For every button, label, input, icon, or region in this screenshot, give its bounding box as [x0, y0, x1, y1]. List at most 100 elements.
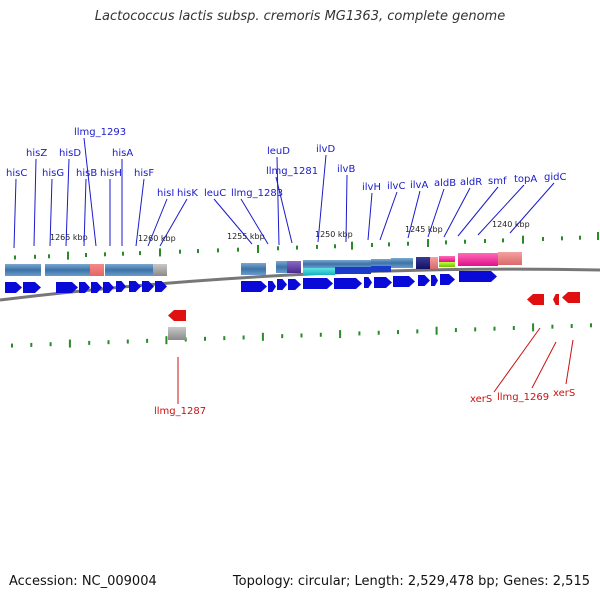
reverse-gene-arrow: [562, 292, 580, 303]
forward-gene-arrow: [334, 278, 362, 289]
feature-band: [90, 264, 104, 276]
label-leader: [531, 341, 557, 389]
feature-band: [439, 256, 455, 262]
forward-gene-arrow: [79, 282, 90, 293]
forward-genes: [5, 271, 497, 293]
label-leader: [240, 198, 269, 245]
label-leader: [493, 327, 541, 393]
label-leader: [317, 154, 327, 243]
forward-gene-arrow: [418, 275, 430, 286]
reverse-gene-arrow: [553, 294, 559, 305]
label-leader: [275, 176, 293, 244]
forward-gene-label: aldB: [434, 178, 456, 189]
feature-band: [80, 264, 90, 276]
feature-band: [416, 257, 430, 269]
forward-gene-label: hisI: [157, 188, 174, 199]
forward-gene-arrow: [303, 278, 333, 289]
feature-band: [153, 264, 167, 276]
forward-gene-label: hisD: [59, 148, 81, 159]
label-leader: [276, 156, 280, 246]
feature-band: [371, 259, 391, 267]
forward-gene-label: smf: [488, 176, 507, 187]
forward-gene-arrow: [374, 277, 392, 288]
forward-gene-label: leuD: [267, 146, 290, 157]
forward-gene-label: ilvC: [387, 181, 405, 192]
scale-label: 1265 kbp: [50, 233, 88, 242]
forward-gene-arrow: [364, 277, 372, 288]
reverse-genes: [168, 292, 580, 321]
label-leader: [407, 190, 421, 239]
reverse-gene-label: llmg_1269: [497, 392, 549, 403]
label-leader: [345, 174, 348, 243]
forward-gene-arrow: [393, 276, 415, 287]
label-leader: [443, 187, 471, 238]
forward-gene-label: hisB: [76, 168, 97, 179]
feature-bands: [5, 252, 522, 340]
label-leader: [457, 186, 499, 237]
label-leader: [49, 178, 53, 247]
feature-band: [303, 260, 335, 268]
forward-gene-arrow: [241, 281, 267, 292]
feature-band: [498, 252, 522, 265]
forward-gene-arrow: [91, 282, 102, 293]
genome-summary-text: Topology: circular; Length: 2,529,478 bp…: [232, 574, 590, 589]
label-leader: [477, 184, 525, 236]
forward-gene-arrow: [268, 281, 276, 292]
reverse-label-leaders: [177, 327, 574, 404]
feature-band: [5, 264, 41, 276]
forward-gene-label: gidC: [544, 172, 566, 183]
forward-gene-label: hisH: [100, 168, 122, 179]
forward-gene-label: hisZ: [26, 148, 47, 159]
feature-band: [168, 327, 186, 340]
scale-label: 1245 kbp: [405, 225, 443, 234]
forward-gene-arrow: [56, 282, 78, 293]
forward-gene-arrow: [277, 279, 287, 290]
reverse-gene-arrow: [168, 310, 186, 321]
feature-band: [430, 257, 438, 269]
forward-gene-arrow: [129, 281, 141, 292]
label-leader: [367, 192, 373, 241]
forward-label-leaders: [13, 137, 555, 249]
forward-gene-label: leuC: [204, 188, 226, 199]
map-title: Lactococcus lactis subsp. cremoris MG136…: [94, 9, 506, 24]
forward-gene-label: aldR: [460, 177, 482, 188]
forward-gene-label: llmg_1281: [266, 166, 318, 177]
forward-gene-arrow: [23, 282, 41, 293]
forward-gene-label: ilvA: [410, 180, 428, 191]
label-leader: [33, 158, 37, 247]
label-leader: [379, 191, 398, 241]
scale-label: 1240 kbp: [492, 220, 530, 229]
label-leader: [65, 158, 70, 247]
forward-gene-label: hisF: [134, 168, 154, 179]
label-leader: [427, 188, 445, 238]
label-leader: [159, 198, 188, 247]
forward-scale-ticks: [14, 232, 599, 260]
scale-label: 1260 kbp: [138, 234, 176, 243]
forward-gene-arrow: [440, 274, 455, 285]
accession-text: Accession: NC_009004: [9, 574, 157, 589]
scale-label: 1250 kbp: [315, 230, 353, 239]
label-leader: [565, 339, 574, 385]
forward-gene-arrow: [116, 281, 126, 292]
reverse-scale-ticks: [11, 323, 592, 348]
forward-gene-arrow: [155, 281, 167, 292]
label-leader: [147, 198, 168, 247]
feature-band: [303, 268, 335, 275]
forward-gene-label: ilvB: [337, 164, 355, 175]
forward-gene-arrow: [288, 279, 301, 290]
feature-band: [335, 260, 371, 268]
forward-gene-labels: hisChisZhisGhisDhisBllmg_1293hisHhisAhis…: [6, 127, 566, 199]
forward-gene-arrow: [431, 275, 438, 286]
forward-gene-label: hisK: [177, 188, 198, 199]
forward-gene-arrow: [103, 282, 114, 293]
label-leader: [83, 178, 87, 247]
forward-gene-arrow: [459, 271, 497, 282]
feature-band: [335, 267, 371, 274]
forward-gene-label: ilvD: [316, 144, 335, 155]
label-leader: [83, 137, 97, 247]
forward-gene-label: topA: [514, 174, 537, 185]
forward-gene-arrow: [5, 282, 22, 293]
label-leader: [213, 198, 253, 245]
forward-gene-label: llmg_1283: [231, 188, 283, 199]
